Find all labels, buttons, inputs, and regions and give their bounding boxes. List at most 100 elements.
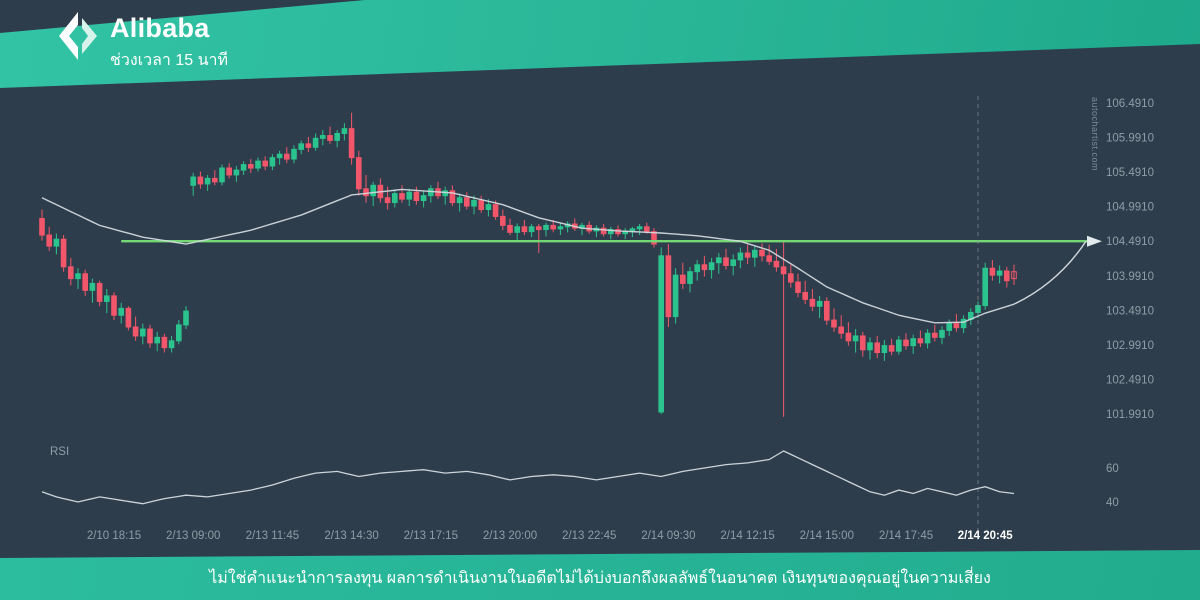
- candle-body: [39, 217, 45, 236]
- moving-average-line: [41, 188, 1015, 324]
- candle-body: [672, 274, 679, 318]
- candle-body: [687, 271, 693, 284]
- candle-body: [111, 295, 117, 316]
- candle-body: [334, 132, 340, 141]
- rsi-line: [41, 450, 1015, 505]
- candle-body: [348, 128, 355, 159]
- candle-body: [651, 231, 657, 245]
- candle-body: [269, 157, 276, 167]
- candle-body: [939, 329, 945, 338]
- candle-body: [305, 143, 312, 148]
- candle-body: [665, 255, 672, 318]
- candle-body: [831, 319, 837, 328]
- candle-body: [255, 160, 261, 169]
- candle-body: [716, 257, 722, 264]
- time-axis-label: 2/14 15:00: [800, 530, 854, 542]
- price-axis-label: 106.4910: [1106, 98, 1154, 110]
- candle-body: [147, 328, 153, 344]
- candle-body: [161, 336, 168, 349]
- time-axis-label: 2/13 14:30: [324, 530, 378, 542]
- disclaimer-text: ไม่ใช่คำแนะนำการลงทุน ผลการดำเนินงานในอด…: [209, 570, 991, 587]
- candle-body: [802, 291, 809, 300]
- candle-body: [773, 260, 780, 268]
- candle-body: [226, 167, 232, 176]
- candle-body: [723, 257, 729, 266]
- candle-body: [557, 226, 564, 230]
- candle-body: [68, 266, 74, 280]
- price-axis-label: 104.4910: [1106, 236, 1154, 248]
- candle-body: [248, 164, 254, 169]
- price-axis-label: 105.9910: [1106, 133, 1154, 145]
- candle-body: [168, 340, 175, 349]
- price-axis-label: 104.9910: [1106, 202, 1154, 214]
- candle-body: [1011, 271, 1017, 280]
- candle-body: [233, 169, 240, 176]
- price-axis-label: 103.9910: [1106, 271, 1154, 283]
- candle-body: [896, 339, 902, 352]
- candle-body: [888, 345, 895, 352]
- candle-body: [154, 336, 160, 344]
- rsi-panel-label: RSI: [50, 446, 69, 458]
- candle-body: [53, 238, 60, 247]
- candle-body: [320, 135, 326, 139]
- time-axis-label: 2/10 18:15: [87, 530, 141, 542]
- candle-body: [464, 197, 470, 207]
- candle-body: [694, 264, 701, 273]
- candle-body: [737, 252, 744, 261]
- candle-body: [291, 148, 297, 160]
- forecast-arrow-icon: [1087, 235, 1102, 247]
- time-axis-label: 2/14 17:45: [879, 530, 933, 542]
- time-axis-label: 2/13 20:00: [483, 530, 537, 542]
- candle-body: [521, 226, 528, 233]
- candle-body: [478, 200, 484, 210]
- candle-body: [442, 190, 448, 197]
- candle-body: [881, 345, 888, 354]
- time-axis-label: 2/13 09:00: [166, 530, 220, 542]
- candle-body: [932, 332, 938, 338]
- candle-body: [89, 282, 96, 291]
- candle-body: [46, 234, 53, 247]
- candle-body: [629, 228, 636, 232]
- candle-body: [960, 318, 967, 329]
- candle-body: [838, 326, 845, 334]
- candle-body: [204, 177, 211, 185]
- candle-body: [917, 338, 924, 344]
- candle-body: [262, 160, 268, 167]
- watermark-text: autochartist.com: [1090, 97, 1100, 172]
- candle-body: [104, 295, 110, 302]
- candle-body: [449, 190, 456, 204]
- candle-body: [860, 335, 866, 351]
- rsi-axis-label: 60: [1106, 463, 1119, 475]
- price-axis-label: 103.4910: [1106, 305, 1154, 317]
- candle-body: [197, 176, 204, 185]
- candle-body: [795, 281, 801, 293]
- candle-body: [284, 153, 290, 160]
- candle-body: [852, 335, 859, 342]
- candle-body: [219, 167, 225, 183]
- autochartist-logo-icon: [59, 12, 97, 60]
- candle-body: [312, 137, 319, 148]
- candle-body: [550, 224, 557, 230]
- candle-body: [903, 339, 909, 347]
- candle-body: [708, 262, 715, 271]
- candle-body: [600, 227, 607, 235]
- candle-body: [384, 197, 391, 204]
- candle-body: [212, 177, 218, 183]
- timeframe-subtitle: ช่วงเวลา 15 นาที: [110, 52, 229, 69]
- candle-body: [420, 195, 427, 202]
- candle-body: [82, 273, 89, 291]
- candle-body: [183, 310, 189, 326]
- candle-body: [780, 266, 787, 275]
- candle-body: [118, 307, 125, 316]
- candle-body: [752, 249, 758, 258]
- candle-body: [514, 226, 521, 233]
- candle-body: [543, 224, 549, 231]
- candle-body: [140, 328, 146, 337]
- time-axis-label: 2/13 17:15: [404, 530, 458, 542]
- candle-body: [874, 342, 881, 354]
- candle-body: [788, 273, 794, 283]
- candle-body: [996, 270, 1003, 276]
- time-axis-label: 2/13 22:45: [562, 530, 616, 542]
- candle-body: [766, 255, 773, 262]
